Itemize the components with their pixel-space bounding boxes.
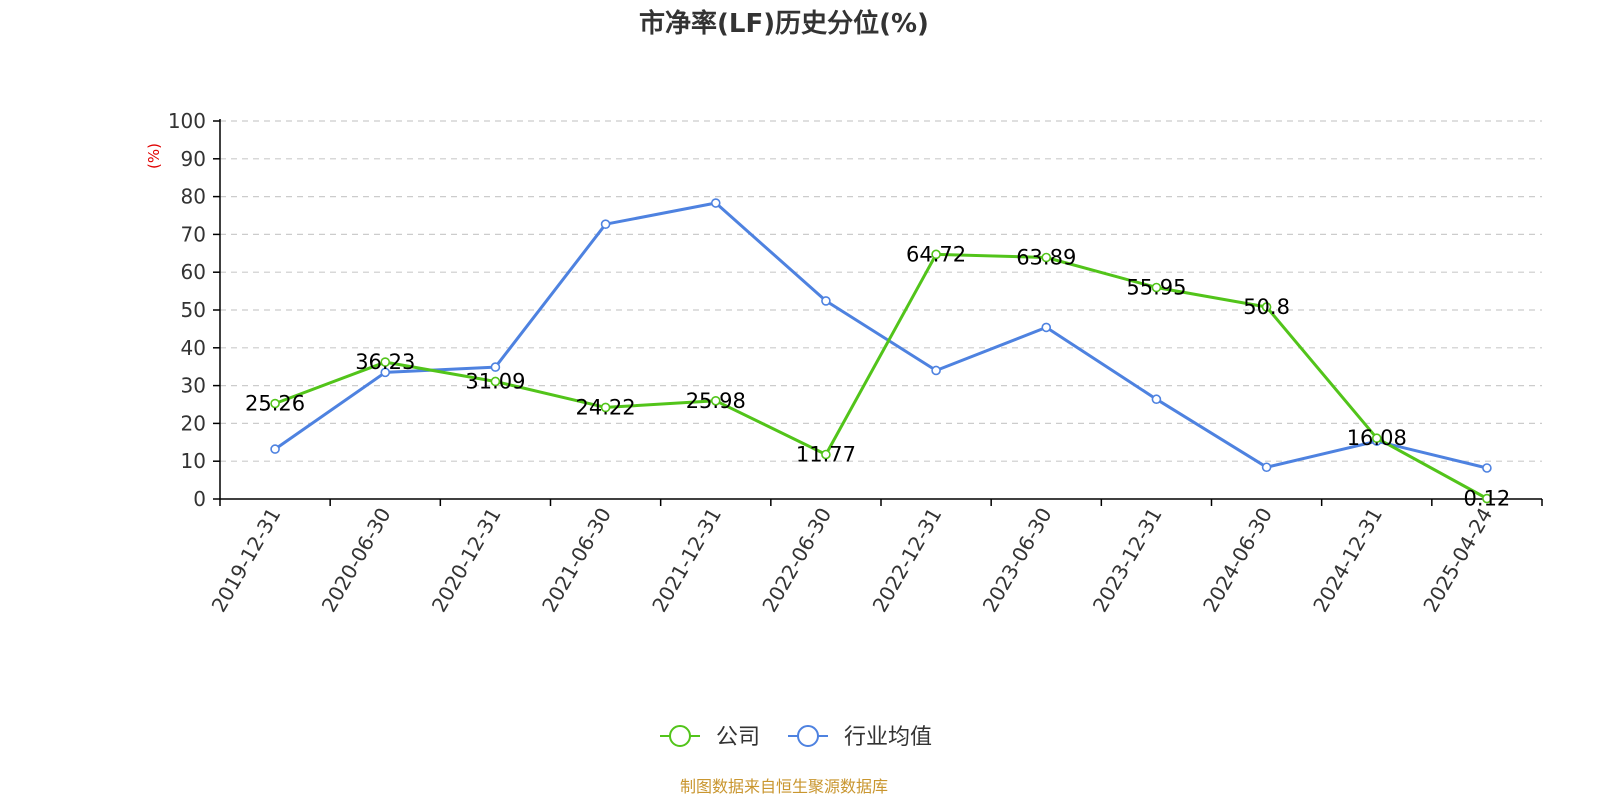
y-tick-label: 90 [181,147,206,171]
data-label: 36.23 [355,350,415,374]
legend-industry-circle-icon [797,725,819,747]
x-tick-label: 2023-06-30 [978,504,1057,617]
x-tick-label: 2024-06-30 [1198,504,1277,617]
axes [219,119,1542,500]
series-point-1[interactable] [490,362,501,372]
data-label: 63.89 [1016,245,1076,269]
y-tick-label: 50 [181,298,206,322]
x-tick-label: 2022-12-31 [868,503,947,616]
legend-company-circle-icon [669,725,691,747]
x-tick-label: 2022-06-30 [757,504,836,617]
series-point-0[interactable] [270,398,280,409]
y-tick-label: 60 [181,260,206,284]
series-point-0[interactable] [1041,252,1052,263]
series-point-0[interactable] [1261,302,1272,312]
y-tick-label: 30 [181,374,206,398]
data-labels: 25.26 36.23 31.09 24.22 25.98 11.77 64.72 63.89… [245,242,1510,510]
y-tick-label: 40 [181,336,206,360]
data-label: 25.26 [245,392,305,416]
data-label: 24.22 [576,395,636,419]
data-label: 55.95 [1126,276,1186,300]
series-point-1[interactable] [821,296,831,306]
x-tick-label: 2020-06-30 [317,504,396,617]
series-point-1[interactable] [931,365,941,376]
series-line-0 [274,252,1488,500]
y-tick-label: 80 [181,185,206,209]
x-tick-label: 2025-04-24 [1418,504,1497,617]
data-label: 0.12 [1464,487,1511,511]
series-lines [270,198,1492,504]
series-point-1[interactable] [1041,322,1052,333]
data-label: 50.8 [1243,295,1290,319]
data-label: 31.09 [465,369,525,393]
chart-title: 市净率(LF)历史分位(%) [639,8,929,39]
series-point-1[interactable] [1482,463,1492,473]
x-axis-ticks: 2019-12-31 2020-06-30 2020-12-31 2021-06-30… [207,499,1543,617]
y-tick-label: 100 [168,109,206,133]
series-point-0[interactable] [600,402,611,413]
series-point-0[interactable] [931,249,941,260]
legend-item-industry-average[interactable]: 行业均值 [788,725,932,750]
y-axis-unit-label: (%) [145,143,163,169]
y-tick-label: 20 [181,411,206,435]
y-axis-ticks: 0 10 20 30 40 50 60 70 80 90 100 [168,109,220,511]
legend-industry-label: 行业均值 [844,725,932,750]
series-point-0[interactable] [821,449,831,460]
data-label: 25.98 [686,389,746,413]
series-point-0[interactable] [1371,433,1382,444]
series-point-1[interactable] [1261,462,1272,473]
x-tick-label: 2024-12-31 [1308,504,1387,617]
x-tick-label: 2020-12-31 [427,503,506,616]
series-point-1[interactable] [380,367,391,378]
x-tick-label: 2021-12-31 [647,504,726,617]
x-tick-label: 2021-06-30 [537,504,616,617]
series-point-0[interactable] [710,395,721,406]
legend-company-label: 公司 [716,725,760,750]
y-tick-label: 0 [193,487,206,511]
x-tick-label: 2023-12-31 [1088,504,1167,617]
legend-item-company[interactable]: 公司 [660,725,760,750]
series-point-0[interactable] [1482,493,1492,504]
x-tick-label: 2019-12-31 [207,504,286,617]
series-point-1[interactable] [270,444,280,454]
series-line-1 [274,201,1488,470]
data-label: 11.77 [796,443,856,467]
series-point-1[interactable] [710,198,721,208]
series-point-0[interactable] [380,357,391,367]
grid-lines [220,120,1542,462]
legend: 公司 行业均值 [660,725,932,750]
data-label: 64.72 [906,242,966,266]
series-point-0[interactable] [1151,282,1162,293]
series-point-0[interactable] [490,376,501,387]
series-point-1[interactable] [600,219,611,229]
data-label: 16.08 [1347,426,1407,450]
y-tick-label: 10 [181,449,206,473]
data-source-note: 制图数据来自恒生聚源数据库 [680,777,888,796]
y-tick-label: 70 [181,222,206,246]
series-point-1[interactable] [1151,394,1162,405]
